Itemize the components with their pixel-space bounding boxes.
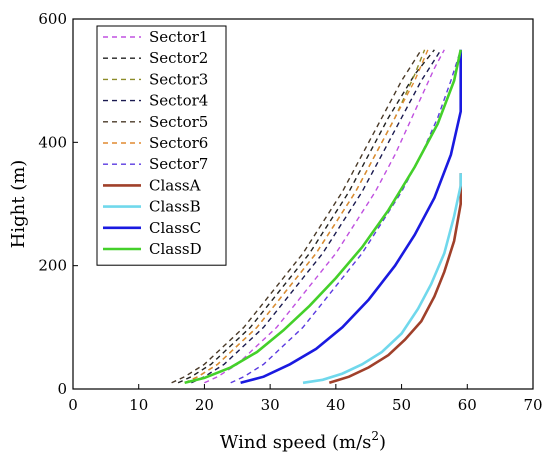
x-tick-label: 30 — [261, 396, 280, 414]
y-tick-label: 600 — [38, 10, 67, 28]
legend-label-classd: ClassD — [149, 240, 202, 258]
x-axis-title-main: Wind speed (m/s — [220, 432, 371, 453]
y-axis-title: Hight (m) — [8, 160, 29, 249]
series-line-sector7 — [230, 49, 462, 384]
series-line-classd — [184, 49, 462, 385]
x-axis-title: Wind speed (m/s2) — [220, 429, 386, 453]
x-tick-label: 70 — [523, 396, 542, 414]
x-tick-label: 60 — [458, 396, 477, 414]
x-tick-label: 10 — [129, 396, 148, 414]
legend-label-sector2: Sector2 — [149, 49, 208, 67]
x-axis-title-sup: 2 — [371, 429, 379, 443]
plot-lines — [171, 49, 462, 385]
legend-label-classc: ClassC — [149, 219, 201, 237]
series-line-sector1 — [204, 49, 445, 384]
plot-frame — [72, 18, 534, 390]
legend-box — [96, 25, 227, 266]
series-line-sector6 — [184, 49, 429, 384]
axis-ticks: 0 10 20 30 40 50 60 70 0 200 400 600 — [38, 10, 542, 414]
y-tick-label: 0 — [57, 380, 67, 398]
x-axis-title-close: ) — [379, 432, 386, 453]
legend-label-sector6: Sector6 — [149, 134, 208, 152]
y-tick-label: 200 — [38, 257, 67, 275]
series-line-sector5 — [171, 49, 422, 384]
legend: Sector1 Sector2 Sector3 Sector4 Sector5 Secto… — [96, 25, 227, 266]
series-line-sector4 — [191, 49, 442, 384]
series-line-classc — [240, 49, 462, 385]
x-tick-label: 40 — [326, 396, 345, 414]
legend-label-classa: ClassA — [149, 176, 201, 194]
x-tick-label: 20 — [195, 396, 214, 414]
x-tick-label: 0 — [68, 396, 78, 414]
legend-label-sector7: Sector7 — [149, 155, 208, 173]
series-line-classb — [302, 173, 462, 385]
legend-label-sector3: Sector3 — [149, 70, 208, 88]
legend-label-sector1: Sector1 — [149, 28, 208, 46]
series-line-classa — [328, 173, 462, 385]
legend-label-sector5: Sector5 — [149, 113, 208, 131]
series-line-sector2 — [177, 49, 435, 384]
legend-label-sector4: Sector4 — [149, 92, 208, 110]
legend-label-classb: ClassB — [149, 198, 201, 216]
x-tick-label: 50 — [392, 396, 411, 414]
y-tick-label: 400 — [38, 133, 67, 151]
